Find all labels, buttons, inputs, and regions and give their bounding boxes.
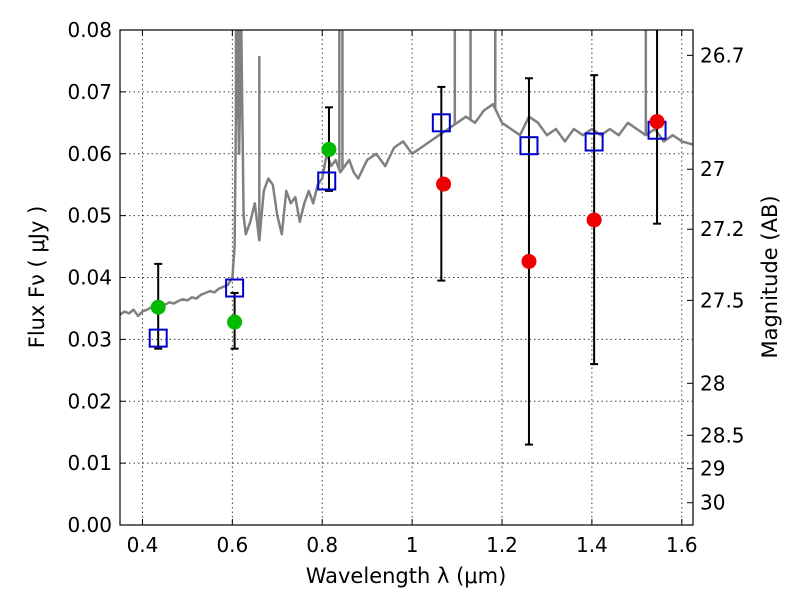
- y-tick-label: 0.06: [67, 142, 112, 166]
- red-point: [649, 114, 665, 130]
- x-tick-label: 0.8: [306, 533, 338, 557]
- right-tick-label: 30: [700, 491, 725, 515]
- x-tick-label: 1.6: [666, 533, 698, 557]
- right-tick-label: 27.5: [700, 288, 745, 312]
- y-tick-label: 0.02: [67, 389, 112, 413]
- plot-area: [120, 30, 693, 446]
- ticks: 0.4 0.6 0.8 1 1.2 1.4 1.6 0.00 0.01 0.02 0.03 0.04 0…: [67, 18, 744, 557]
- y-tick-label: 0.03: [67, 327, 112, 351]
- y-tick-label: 0.05: [67, 204, 112, 228]
- model-point: [584, 132, 604, 152]
- model-point: [225, 278, 245, 298]
- y-tick-label: 0.07: [67, 80, 112, 104]
- x-tick-label: 0.4: [127, 533, 159, 557]
- right-tick-label: 27.2: [700, 217, 745, 241]
- green-point: [150, 299, 166, 315]
- right-tick-label: 28.5: [700, 423, 745, 447]
- y-axis-title: Flux Fν ( μJy ): [25, 206, 49, 349]
- grid: [120, 29, 693, 526]
- red-point: [586, 212, 602, 228]
- x-axis-title: Wavelength λ (μm): [306, 564, 507, 588]
- x-tick-label: 1.2: [486, 533, 518, 557]
- model-point: [317, 171, 337, 191]
- red-point: [436, 176, 452, 192]
- spectrum-line: [120, 30, 693, 318]
- y-tick-label: 0.08: [67, 18, 112, 42]
- x-tick-label: 0.6: [216, 533, 248, 557]
- right-axis-title: Magnitude (AB): [758, 195, 782, 358]
- x-tick-label: 1.4: [576, 533, 608, 557]
- model-point: [148, 328, 168, 348]
- right-tick-label: 29: [700, 457, 725, 481]
- red-point: [521, 253, 537, 269]
- green-point: [321, 141, 337, 157]
- x-tick-label: 1: [406, 533, 419, 557]
- model-point: [431, 113, 451, 133]
- y-tick-label: 0.01: [67, 451, 112, 475]
- right-tick-label: 27: [700, 157, 725, 181]
- y-tick-label: 0.04: [67, 266, 112, 290]
- y-tick-label: 0.00: [67, 513, 112, 537]
- right-tick-label: 28: [700, 371, 725, 395]
- green-point: [227, 314, 243, 330]
- model-point: [519, 136, 539, 156]
- right-tick-label: 26.7: [700, 43, 745, 67]
